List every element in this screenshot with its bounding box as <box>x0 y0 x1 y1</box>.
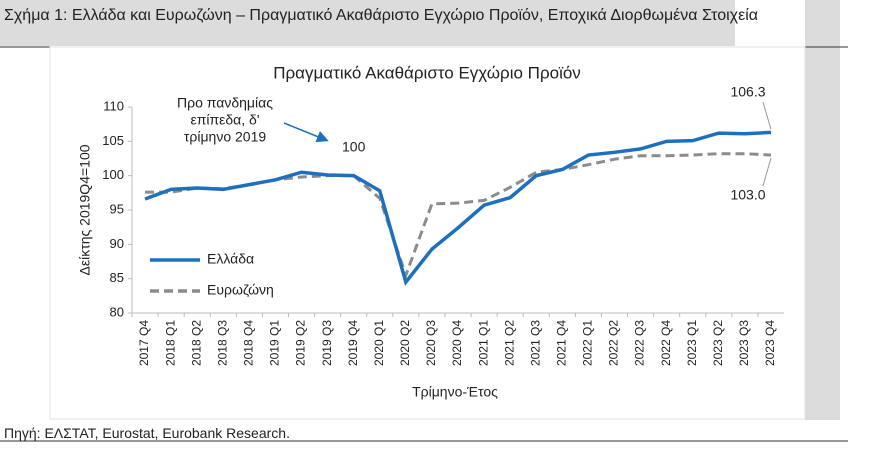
y-tick-label: 85 <box>110 270 124 285</box>
x-tick-label: 2020 Q3 <box>424 320 438 366</box>
leader <box>762 101 772 130</box>
side-band <box>805 0 840 420</box>
leader <box>762 157 772 187</box>
y-tick-label: 110 <box>103 98 124 113</box>
x-tick-label: 2023 Q3 <box>737 320 751 366</box>
chart-box <box>49 46 806 420</box>
x-tick-label: 2023 Q4 <box>763 320 777 366</box>
x-tick-label: 2020 Q4 <box>450 320 464 366</box>
y-tick-label: 105 <box>102 133 124 148</box>
figure-title: Σχήμα 1: Ελλάδα και Ευρωζώνη – Πραγματικ… <box>4 7 759 24</box>
x-tick-label: 2022 Q3 <box>633 320 647 366</box>
x-tick-label: 2019 Q3 <box>320 320 334 366</box>
x-tick-label: 2017 Q4 <box>137 320 151 366</box>
point-label: 100 <box>342 139 366 155</box>
series-line <box>144 130 772 286</box>
y-tick-label: 95 <box>110 201 124 216</box>
x-tick-label: 2022 Q4 <box>659 320 673 366</box>
annotation: επίπεδα, δ' <box>190 112 259 128</box>
x-tick-label: 2020 Q2 <box>398 320 412 366</box>
x-tick-label: 2018 Q4 <box>242 320 256 366</box>
x-tick-label: 2023 Q1 <box>685 320 699 366</box>
x-tick-label: 2022 Q2 <box>607 320 621 366</box>
x-tick-label: 2020 Q1 <box>372 320 386 366</box>
x-tick-label: 2019 Q2 <box>294 320 308 366</box>
x-tick-label: 2019 Q4 <box>346 320 360 366</box>
x-tick-label: 2018 Q1 <box>163 320 177 366</box>
x-axis-label: Τρίμηνο-Έτος <box>412 384 498 400</box>
legend-label: Ελλάδα <box>207 251 254 267</box>
point-label: 103.0 <box>730 187 765 203</box>
chart-title: Πραγματικό Ακαθάριστο Εγχώριο Προϊόν <box>273 63 581 82</box>
x-tick-label: 2021 Q4 <box>554 320 568 366</box>
annotation: Προ πανδημίας <box>177 95 273 111</box>
legend-label: Ευρωζώνη <box>207 282 274 298</box>
x-tick-label: 2022 Q1 <box>581 320 595 366</box>
arrow <box>283 122 329 143</box>
source-note: Πηγή: ΕΛΣΤΑΤ, Eurostat, Eurobank Researc… <box>4 425 290 441</box>
point-label: 106.3 <box>730 84 765 100</box>
x-tick-label: 2021 Q3 <box>528 320 542 366</box>
x-tick-label: 2019 Q1 <box>268 320 282 366</box>
annotation: τρίμηνο 2019 <box>184 129 266 145</box>
x-tick-label: 2018 Q2 <box>189 320 203 366</box>
x-tick-label: 2021 Q2 <box>502 320 516 366</box>
x-tick-label: 2023 Q2 <box>711 320 725 366</box>
y-tick-label: 80 <box>110 304 124 319</box>
header-band <box>0 0 735 46</box>
y-axis-label: Δείκτης 2019Q4=100 <box>77 144 93 275</box>
x-tick-label: 2018 Q3 <box>215 320 229 366</box>
y-tick-label: 90 <box>110 236 124 251</box>
x-tick-label: 2021 Q1 <box>476 320 490 366</box>
y-tick-label: 100 <box>102 167 124 182</box>
